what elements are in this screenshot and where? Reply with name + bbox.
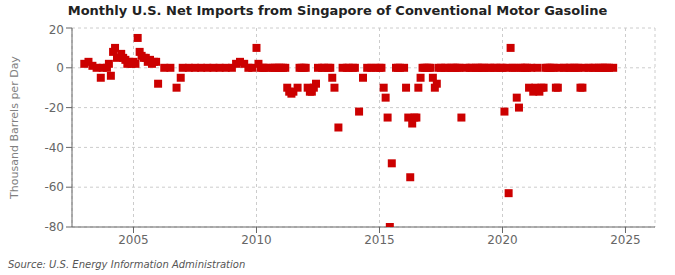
svg-text:0: 0 (56, 61, 64, 75)
svg-text:-20: -20 (44, 101, 64, 115)
html-text:Source: U.S. Energy Informatio: Source: U.S. Energy Information Administ… (8, 259, 246, 270)
svg-text:2015: 2015 (364, 233, 395, 247)
svg-text:2005: 2005 (118, 233, 149, 247)
svg-text:2020: 2020 (487, 233, 518, 247)
svg-text:Thousand Barrels per Day: Thousand Barrels per Day (8, 56, 21, 200)
html-text:Monthly U.S. Net Imports from: Monthly U.S. Net Imports from Singapore … (67, 3, 608, 18)
svg-text:-80: -80 (44, 220, 64, 234)
svg-text:2010: 2010 (241, 233, 272, 247)
svg-text:-40: -40 (44, 141, 64, 155)
svg-text:-60: -60 (44, 180, 64, 194)
svg-text:2025: 2025 (610, 233, 641, 247)
svg-text:20: 20 (49, 23, 64, 37)
